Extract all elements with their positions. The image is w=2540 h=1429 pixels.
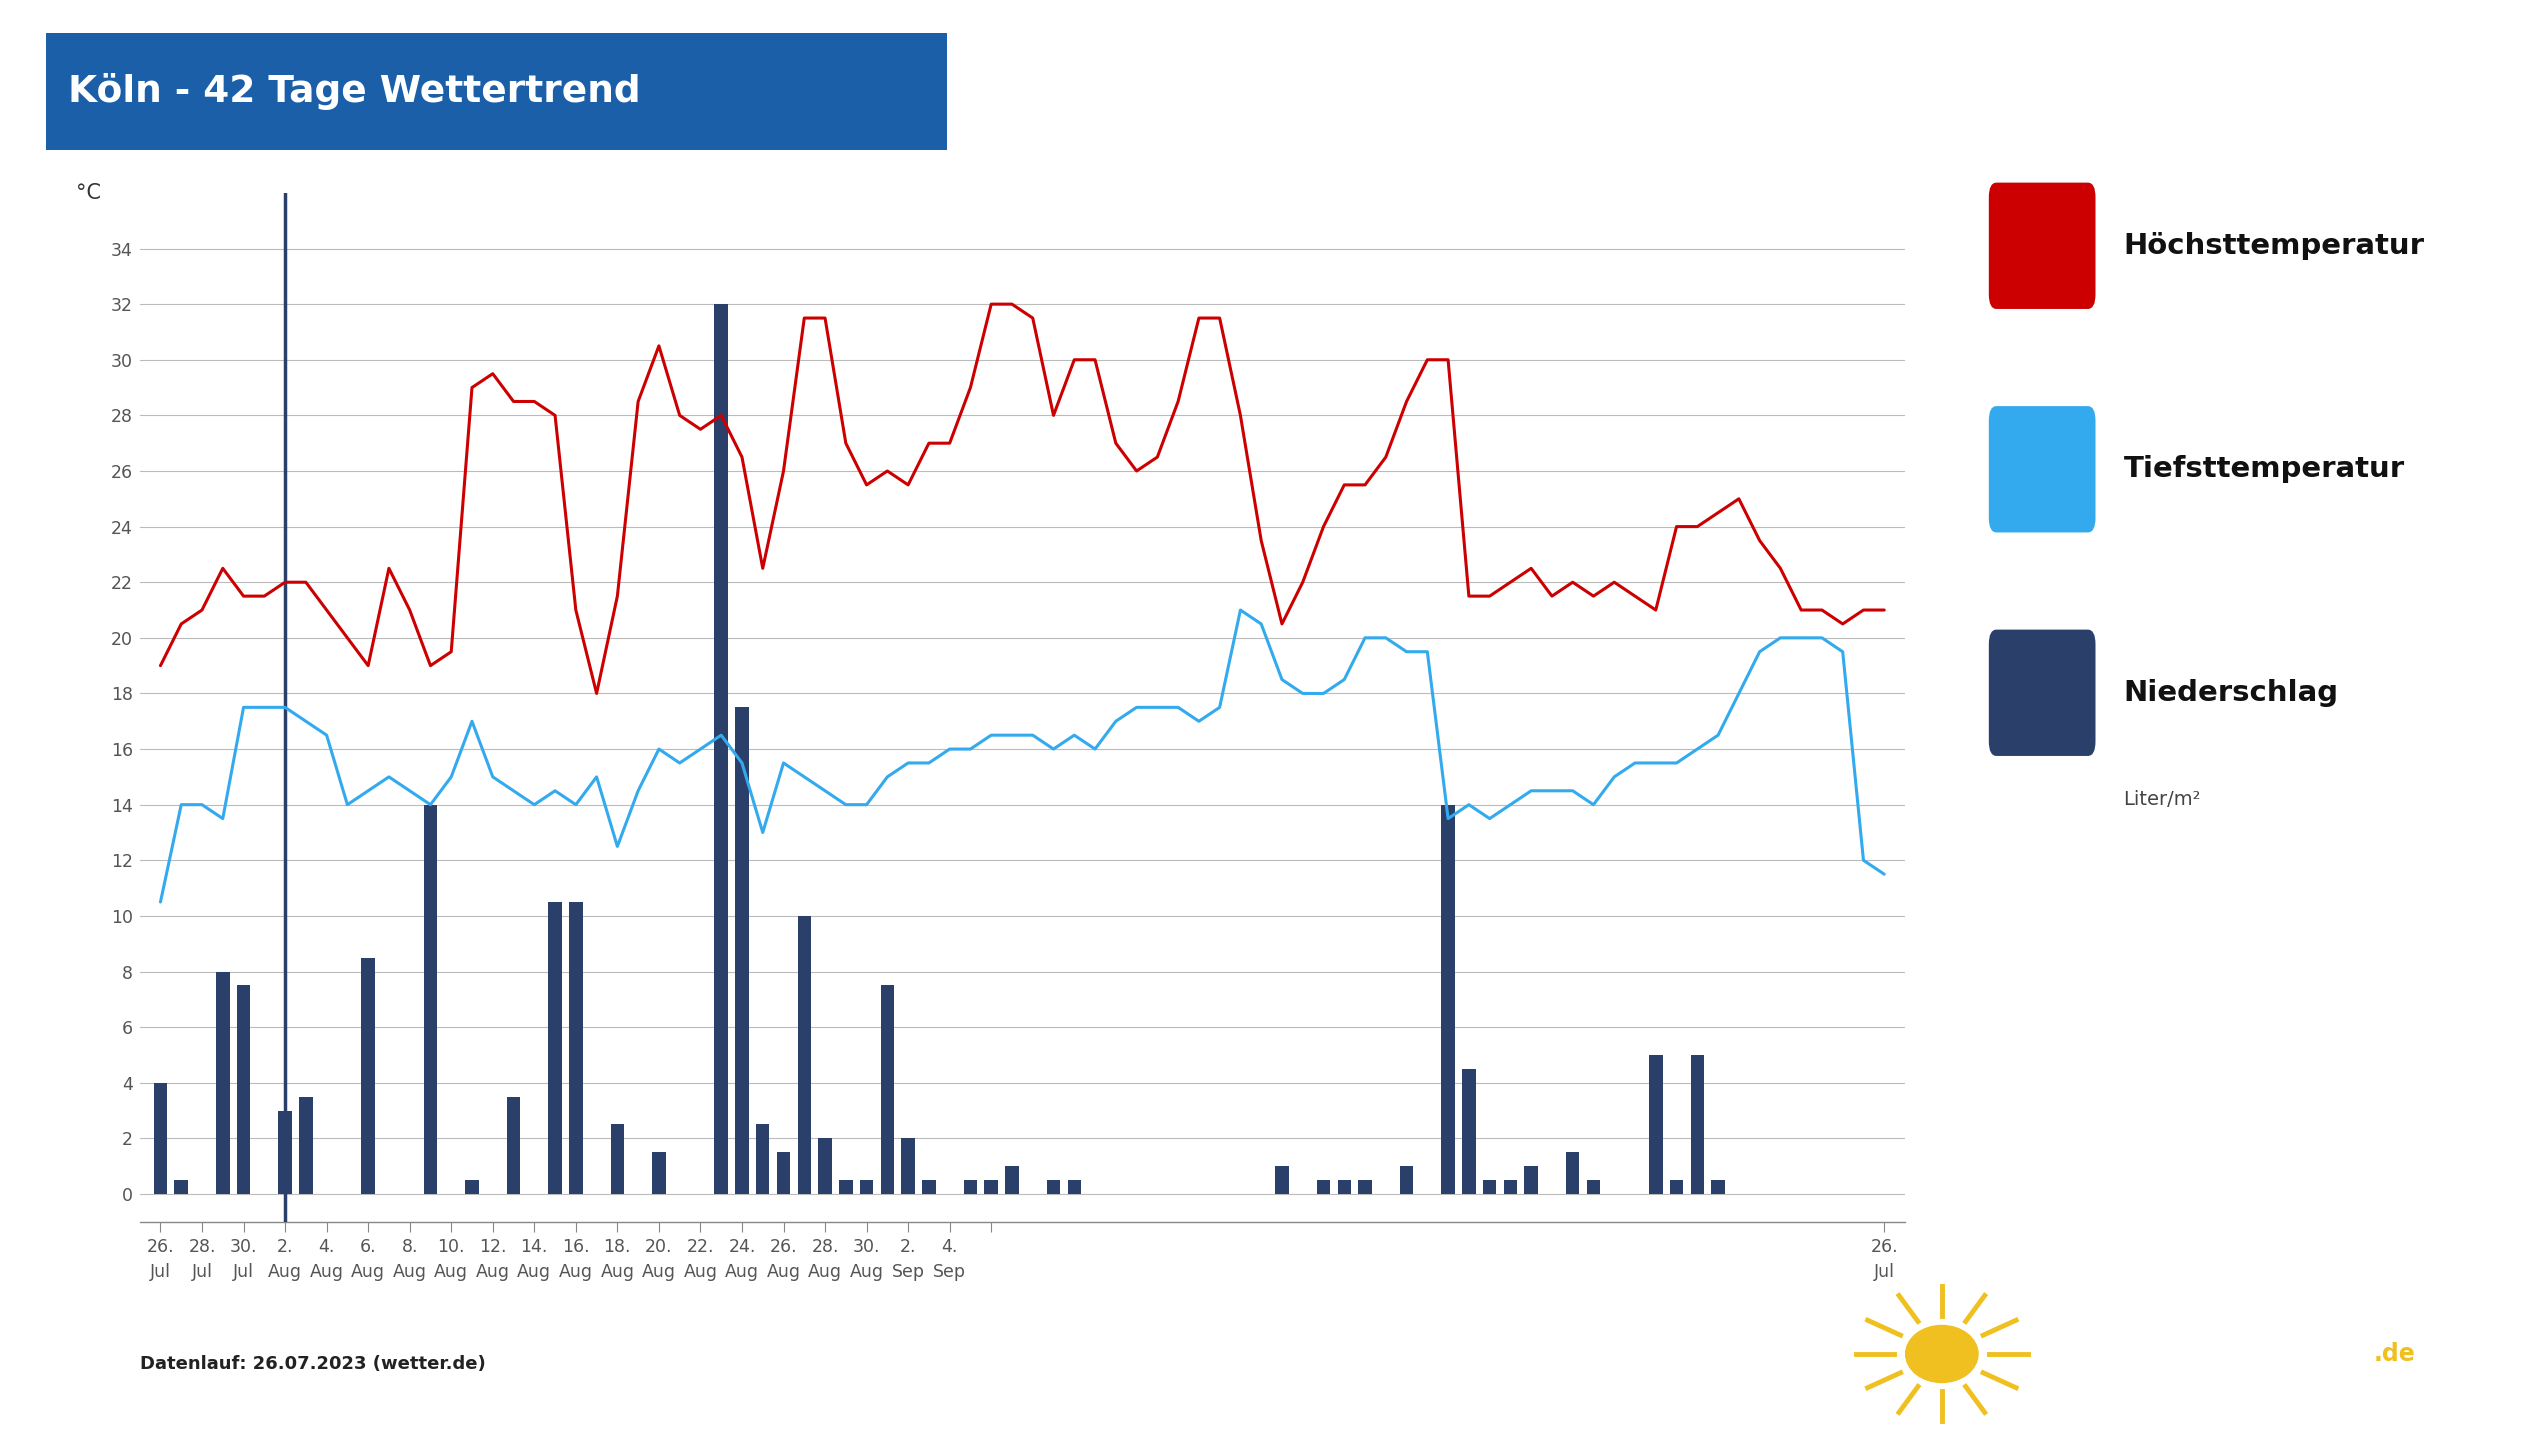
FancyBboxPatch shape xyxy=(1989,183,2096,309)
Bar xyxy=(757,1125,770,1195)
Bar xyxy=(1400,1166,1412,1195)
Bar xyxy=(549,902,561,1195)
Text: wetter: wetter xyxy=(2225,1342,2314,1366)
Bar xyxy=(610,1125,625,1195)
Bar xyxy=(881,986,894,1195)
Bar xyxy=(216,972,229,1195)
Bar xyxy=(1648,1055,1664,1195)
FancyBboxPatch shape xyxy=(1989,630,2096,756)
Bar xyxy=(986,1180,998,1195)
Text: Köln - 42 Tage Wettertrend: Köln - 42 Tage Wettertrend xyxy=(69,73,640,110)
Bar xyxy=(777,1152,790,1195)
Text: Höchsttemperatur: Höchsttemperatur xyxy=(2123,231,2426,260)
Bar xyxy=(1359,1180,1372,1195)
Bar xyxy=(1006,1166,1019,1195)
Bar xyxy=(236,986,251,1195)
Bar xyxy=(734,707,749,1195)
Bar xyxy=(155,1083,168,1195)
Bar xyxy=(508,1096,521,1195)
Text: °C: °C xyxy=(76,183,102,203)
Bar xyxy=(653,1152,665,1195)
Text: Tiefsttemperatur: Tiefsttemperatur xyxy=(2123,456,2405,483)
Bar xyxy=(1669,1180,1684,1195)
Bar xyxy=(1588,1180,1600,1195)
Bar xyxy=(798,916,810,1195)
Bar xyxy=(1483,1180,1496,1195)
Bar xyxy=(424,805,437,1195)
Bar xyxy=(1504,1180,1516,1195)
Bar xyxy=(963,1180,978,1195)
Bar xyxy=(1524,1166,1537,1195)
Bar xyxy=(1067,1180,1082,1195)
Text: .de: .de xyxy=(2375,1342,2416,1366)
Bar xyxy=(1567,1152,1580,1195)
Bar xyxy=(465,1180,478,1195)
Bar xyxy=(279,1110,292,1195)
Bar xyxy=(818,1139,831,1195)
Text: Niederschlag: Niederschlag xyxy=(2123,679,2339,707)
Bar xyxy=(1046,1180,1059,1195)
Bar xyxy=(1339,1180,1351,1195)
Bar xyxy=(569,902,582,1195)
Bar xyxy=(1463,1069,1476,1195)
Bar xyxy=(1275,1166,1288,1195)
Bar xyxy=(300,1096,312,1195)
Bar xyxy=(1692,1055,1704,1195)
Bar xyxy=(861,1180,874,1195)
Bar xyxy=(361,957,376,1195)
Bar xyxy=(922,1180,935,1195)
Bar xyxy=(838,1180,853,1195)
Bar xyxy=(1440,805,1455,1195)
Text: Datenlauf: 26.07.2023 (wetter.de): Datenlauf: 26.07.2023 (wetter.de) xyxy=(140,1355,485,1373)
FancyBboxPatch shape xyxy=(1989,406,2096,533)
Bar xyxy=(714,304,729,1195)
Bar xyxy=(175,1180,188,1195)
Bar xyxy=(902,1139,914,1195)
Circle shape xyxy=(1905,1326,1979,1382)
Bar xyxy=(1712,1180,1725,1195)
Text: Liter/m²: Liter/m² xyxy=(2123,790,2202,809)
Bar xyxy=(1316,1180,1331,1195)
